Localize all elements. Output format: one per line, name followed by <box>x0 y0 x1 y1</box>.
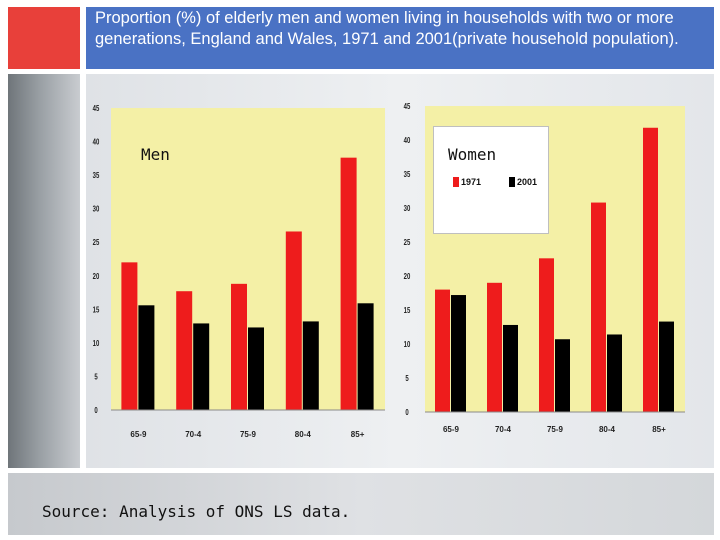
bar-women-1971-85+ <box>643 127 658 412</box>
x-tick-label-men: 70-4 <box>185 430 202 439</box>
x-tick-label-women: 75-9 <box>547 425 564 434</box>
y-tick-label-men: 20 <box>93 273 100 281</box>
bar-men-1971-80-4 <box>285 231 302 410</box>
footer-bar <box>8 473 714 535</box>
source-note: Source: Analysis of ONS LS data. <box>42 502 351 521</box>
decorative-strip <box>8 74 80 468</box>
legend-swatch-2001 <box>509 177 515 187</box>
y-tick-label-men: 30 <box>93 206 100 214</box>
y-tick-label-women: 5 <box>405 375 408 383</box>
x-tick-label-men: 85+ <box>351 430 365 439</box>
x-tick-label-women: 70-4 <box>495 425 512 434</box>
y-tick-label-men: 15 <box>93 307 100 315</box>
y-tick-label-men: 35 <box>93 172 100 180</box>
bar-men-1971-85+ <box>340 157 357 410</box>
y-tick-label-women: 0 <box>405 409 408 417</box>
bar-men-1971-65-9 <box>121 262 138 410</box>
x-tick-label-women: 65-9 <box>443 425 460 434</box>
bar-women-1971-65-9 <box>435 289 450 412</box>
y-tick-label-men: 40 <box>93 139 100 147</box>
legend-label-2001: 2001 <box>517 177 538 187</box>
bar-women-1971-70-4 <box>487 282 502 412</box>
x-tick-label-women: 85+ <box>652 425 666 434</box>
x-tick-label-men: 75-9 <box>240 430 257 439</box>
bar-men-1971-70-4 <box>176 291 193 410</box>
x-tick-label-women: 80-4 <box>599 425 616 434</box>
y-tick-label-women: 25 <box>404 239 411 247</box>
men-panel-label: Men <box>141 145 170 164</box>
legend-label-1971: 1971 <box>461 177 482 187</box>
y-tick-label-men: 25 <box>93 240 100 248</box>
bar-women-2001-65-9 <box>451 295 466 412</box>
legend: Women 1971 2001 <box>433 126 549 234</box>
y-tick-label-men: 45 <box>93 105 100 113</box>
y-tick-label-women: 30 <box>404 205 411 213</box>
bar-women-2001-70-4 <box>503 324 518 412</box>
bar-women-1971-80-4 <box>591 202 606 412</box>
y-tick-label-women: 10 <box>404 341 411 349</box>
y-tick-label-women: 15 <box>404 307 411 315</box>
accent-block <box>8 7 80 69</box>
bar-men-2001-75-9 <box>248 327 264 410</box>
bar-women-2001-75-9 <box>555 339 570 412</box>
y-tick-label-men: 10 <box>93 340 100 348</box>
x-tick-label-men: 80-4 <box>295 430 312 439</box>
y-tick-label-women: 45 <box>404 103 411 111</box>
slide-title: Proportion (%) of elderly men and women … <box>86 7 714 69</box>
bar-men-2001-80-4 <box>302 321 319 410</box>
bar-women-2001-80-4 <box>607 334 622 412</box>
bar-men-1971-75-9 <box>231 283 247 410</box>
women-panel-label: Women <box>448 145 497 164</box>
y-tick-label-women: 35 <box>404 171 411 179</box>
bar-men-2001-65-9 <box>138 305 155 410</box>
y-tick-label-men: 5 <box>94 374 97 382</box>
y-tick-label-women: 20 <box>404 273 411 281</box>
bar-women-1971-75-9 <box>539 258 554 412</box>
x-tick-label-men: 65-9 <box>130 430 147 439</box>
y-tick-label-men: 0 <box>94 407 97 415</box>
bar-women-2001-85+ <box>659 321 674 412</box>
bar-men-2001-85+ <box>357 303 374 410</box>
bar-men-2001-70-4 <box>193 323 210 410</box>
y-tick-label-women: 40 <box>404 137 411 145</box>
legend-swatch-1971 <box>453 177 459 187</box>
